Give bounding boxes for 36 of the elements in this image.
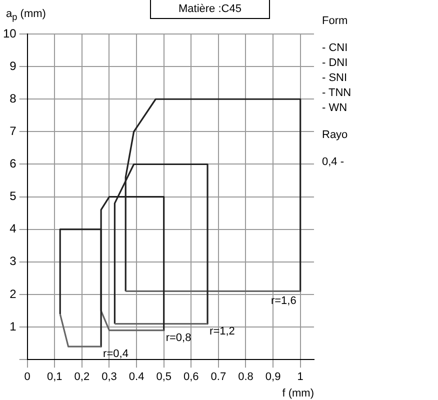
text: - CNI [322,41,349,56]
series-label: r=1,2 [210,325,235,338]
text: - SNI [322,71,348,86]
text: - TNN [322,86,352,101]
x-tick-label: 0,3 [102,371,117,384]
series-label: r=1,6 [270,294,296,307]
x-tick-label: 0.8 [238,371,254,384]
x-tick-label: 0.4 [128,371,144,384]
y-tick-label: 1 [10,319,17,334]
y-tick-label: 6 [10,156,17,171]
series-label: r=0,8 [166,332,192,344]
x-tick-label: 0,9 [265,371,281,384]
y-tick-label: 2 [10,286,17,301]
x-tick-label: 1 [297,371,304,384]
chart-title: Matière :C45 [150,0,270,19]
x-tick-label: 0,5 [156,371,172,384]
text: - DNI [322,56,349,71]
text: 0,4 - [322,155,346,170]
y-tick-label: 3 [10,254,17,268]
y-tick-label: 10 [2,26,17,40]
y-tick-label: 9 [10,58,17,73]
y-tick-label: 8 [10,91,17,106]
y-axis-title: a$_{p}$ (mm) [6,8,46,22]
text: - WN [322,101,348,116]
text: Form [322,14,349,29]
y-tick-label: 7 [10,124,17,138]
x-tick-label: 0.7 [210,371,226,384]
x-tick-label: 0,6 [184,371,199,384]
x-axis-title: f (mm) [282,387,314,400]
x-tick-label: 0 [24,371,30,384]
x-tick-label: 0,1 [47,371,62,384]
text: Rayo [322,128,349,143]
series-label: r=0,4 [103,348,128,360]
y-tick-label: 4 [10,222,17,236]
x-tick-label: 0,2 [74,371,90,384]
y-tick-label: 5 [10,189,17,204]
